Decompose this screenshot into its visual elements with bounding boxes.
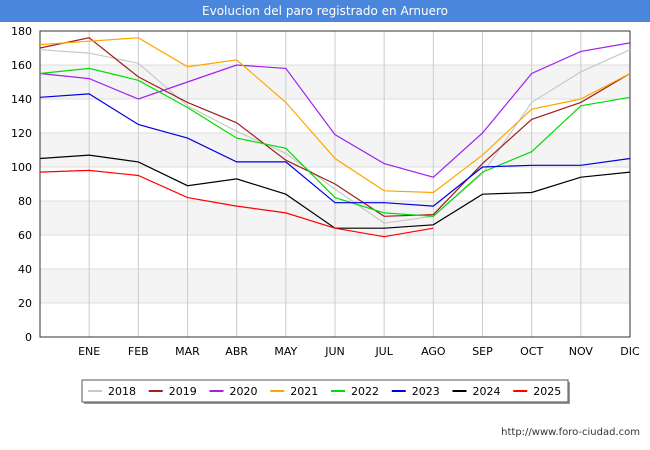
series-line-2020	[39, 42, 631, 178]
legend-label-2021: 2021	[290, 385, 318, 398]
x-tick-label: NOV	[569, 345, 594, 358]
series-line-2022	[39, 67, 631, 217]
series-line-2021	[39, 37, 631, 194]
legend-label-2023: 2023	[412, 385, 440, 398]
x-tick-label: ENE	[78, 345, 100, 358]
legend-label-2019: 2019	[169, 385, 197, 398]
y-tick-label: 100	[11, 161, 32, 174]
x-tick-label: FEB	[128, 345, 149, 358]
legend-label-2024: 2024	[473, 385, 501, 398]
chart-title: Evolucion del paro registrado en Arnuero	[0, 0, 650, 22]
y-tick-label: 60	[18, 229, 32, 242]
x-tick-label: DIC	[620, 345, 640, 358]
legend-label-2022: 2022	[351, 385, 379, 398]
legend-label-2018: 2018	[108, 385, 136, 398]
legend-label-2025: 2025	[533, 385, 561, 398]
y-tick-label: 80	[18, 195, 32, 208]
series-line-2019	[39, 37, 631, 217]
y-tick-label: 20	[18, 297, 32, 310]
y-tick-label: 180	[11, 25, 32, 38]
y-tick-label: 140	[11, 93, 32, 106]
x-tick-label: MAR	[175, 345, 200, 358]
x-tick-label: MAY	[274, 345, 297, 358]
source-url: http://www.foro-ciudad.com	[501, 427, 640, 438]
series-line-2023	[39, 93, 631, 207]
legend-label-2020: 2020	[230, 385, 258, 398]
x-tick-label: JUL	[374, 345, 393, 358]
series-line-2018	[39, 49, 631, 224]
y-tick-label: 0	[25, 331, 32, 344]
x-tick-label: ABR	[225, 345, 248, 358]
legend-box	[81, 379, 569, 403]
x-tick-label: SEP	[472, 345, 493, 358]
y-tick-label: 160	[11, 59, 32, 72]
y-tick-label: 120	[11, 127, 32, 140]
y-tick-label: 40	[18, 263, 32, 276]
x-tick-label: AGO	[421, 345, 446, 358]
x-tick-label: JUN	[324, 345, 345, 358]
x-tick-label: OCT	[520, 345, 543, 358]
series-line-2025	[39, 169, 434, 238]
plot-border	[39, 30, 631, 338]
